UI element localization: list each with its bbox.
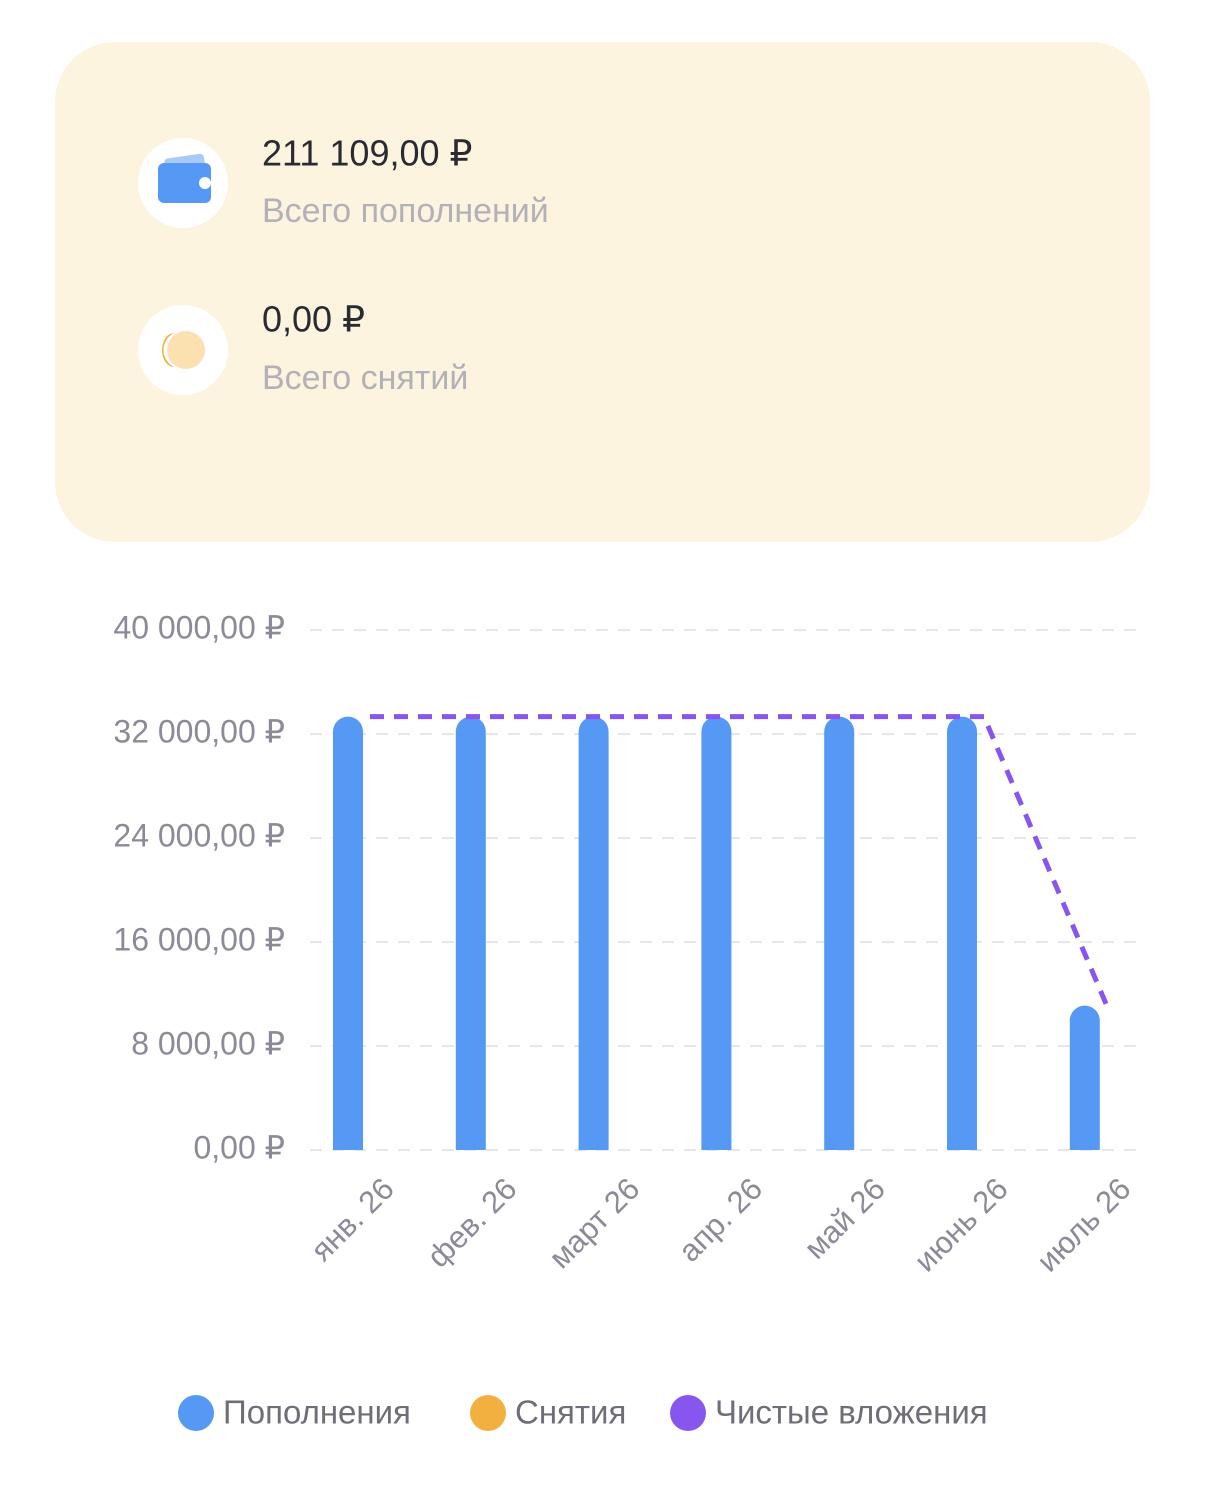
y-tick-label: 40 000,00 ₽ <box>113 609 285 645</box>
net-line <box>370 714 1110 1007</box>
bar <box>578 716 609 1150</box>
withdraw-label: Всего снятий <box>262 359 468 397</box>
x-tick-label: янв. 26 <box>304 1171 401 1268</box>
y-tick-label: 24 000,00 ₽ <box>113 817 285 853</box>
legend-marker <box>178 1395 214 1431</box>
y-tick-label: 0,00 ₽ <box>193 1129 285 1165</box>
x-tick-label: июль 26 <box>1030 1171 1138 1279</box>
x-tick-label: май 26 <box>797 1171 892 1266</box>
wallet-icon <box>158 153 211 203</box>
bar <box>701 716 732 1150</box>
legend-marker <box>670 1395 706 1431</box>
x-tick-label: июнь 26 <box>907 1171 1014 1278</box>
deposit-label: Всего пополнений <box>262 192 549 230</box>
withdraw-icon <box>162 331 205 369</box>
summary-card <box>55 42 1150 542</box>
legend-marker <box>470 1395 506 1431</box>
y-tick-label: 32 000,00 ₽ <box>113 713 285 749</box>
bar <box>947 716 977 1150</box>
y-tick-label: 16 000,00 ₽ <box>113 921 285 957</box>
bar <box>455 716 486 1150</box>
legend-label: Пополнения <box>223 1394 411 1431</box>
x-tick-label: апр. 26 <box>672 1171 770 1269</box>
bar <box>1069 1005 1100 1150</box>
bar <box>333 716 363 1150</box>
y-tick-label: 8 000,00 ₽ <box>131 1025 285 1061</box>
legend-label: Снятия <box>515 1394 626 1431</box>
x-tick-label: март 26 <box>542 1171 646 1275</box>
bar <box>824 716 855 1150</box>
withdraw-amount: 0,00 ₽ <box>262 299 365 340</box>
x-tick-label: фев. 26 <box>420 1171 523 1274</box>
legend-label: Чистые вложения <box>715 1394 988 1431</box>
deposit-amount: 211 109,00 ₽ <box>262 133 472 174</box>
